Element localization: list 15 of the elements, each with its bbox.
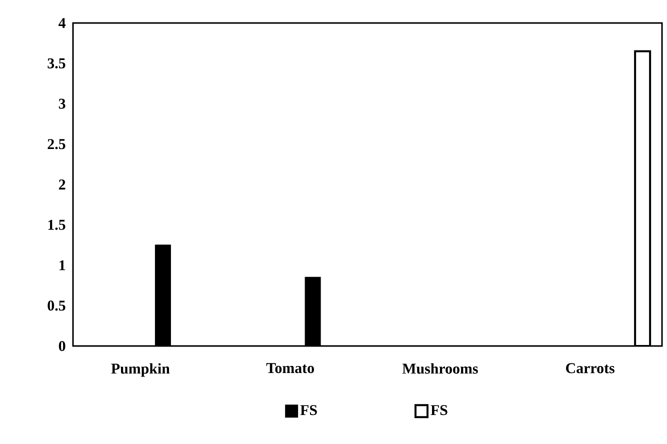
y-tick-label: 3 bbox=[58, 98, 66, 109]
y-tick-label: 3.5 bbox=[48, 58, 66, 68]
y-tick-label: 0 bbox=[58, 340, 66, 352]
y-tick-label: 4 bbox=[58, 18, 66, 28]
y-tick-label: 2 bbox=[58, 180, 66, 190]
y-tick-label: 1 bbox=[60, 260, 66, 270]
legend-label: FS bbox=[430, 405, 448, 416]
x-tick-label: Carrots bbox=[566, 363, 614, 374]
x-tick-label: Mushrooms bbox=[402, 363, 478, 374]
x-tick-label: Pumpkin bbox=[111, 363, 170, 377]
y-tick-label: 1.5 bbox=[48, 220, 66, 230]
y-tick-label: 2.5 bbox=[48, 139, 66, 150]
x-tick-label: Tomato bbox=[266, 363, 314, 374]
y-tick-label: 0.5 bbox=[48, 300, 66, 311]
legend-label: FS bbox=[300, 405, 317, 416]
